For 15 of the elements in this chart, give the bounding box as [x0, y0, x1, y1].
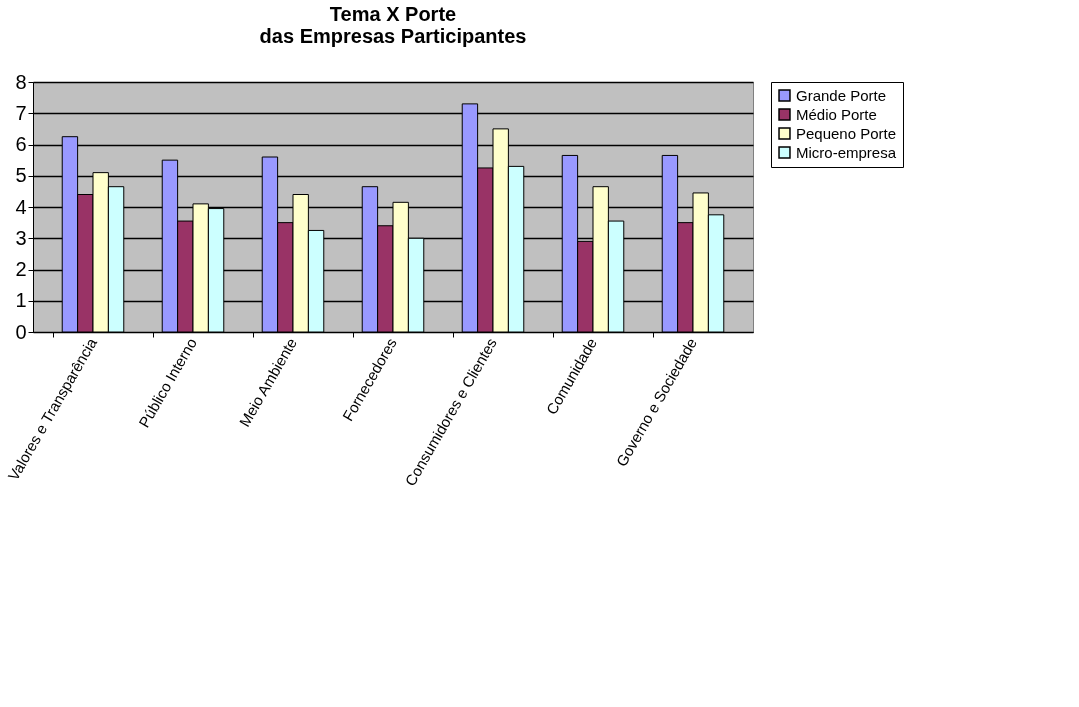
y-tick-label: 2 — [15, 258, 27, 280]
y-tick-label: 1 — [15, 289, 27, 312]
legend-label: Grande Porte — [796, 86, 887, 104]
y-tick-label: 4 — [15, 195, 27, 218]
y-tick-label: 8 — [15, 70, 27, 93]
legend-label: Pequeno Porte — [796, 124, 897, 142]
text: Tema X Porte — [329, 3, 457, 25]
y-tick-label: 7 — [15, 101, 27, 124]
y-tick-label: 3 — [15, 226, 27, 249]
y-tick-label: 0 — [15, 320, 27, 343]
y-tick-label: 6 — [15, 133, 27, 155]
legend-label: Médio Porte — [796, 105, 877, 123]
text: das Empresas Participantes — [259, 25, 527, 47]
legend-label: Micro-empresa — [796, 143, 897, 161]
y-tick-label: 5 — [15, 164, 27, 187]
